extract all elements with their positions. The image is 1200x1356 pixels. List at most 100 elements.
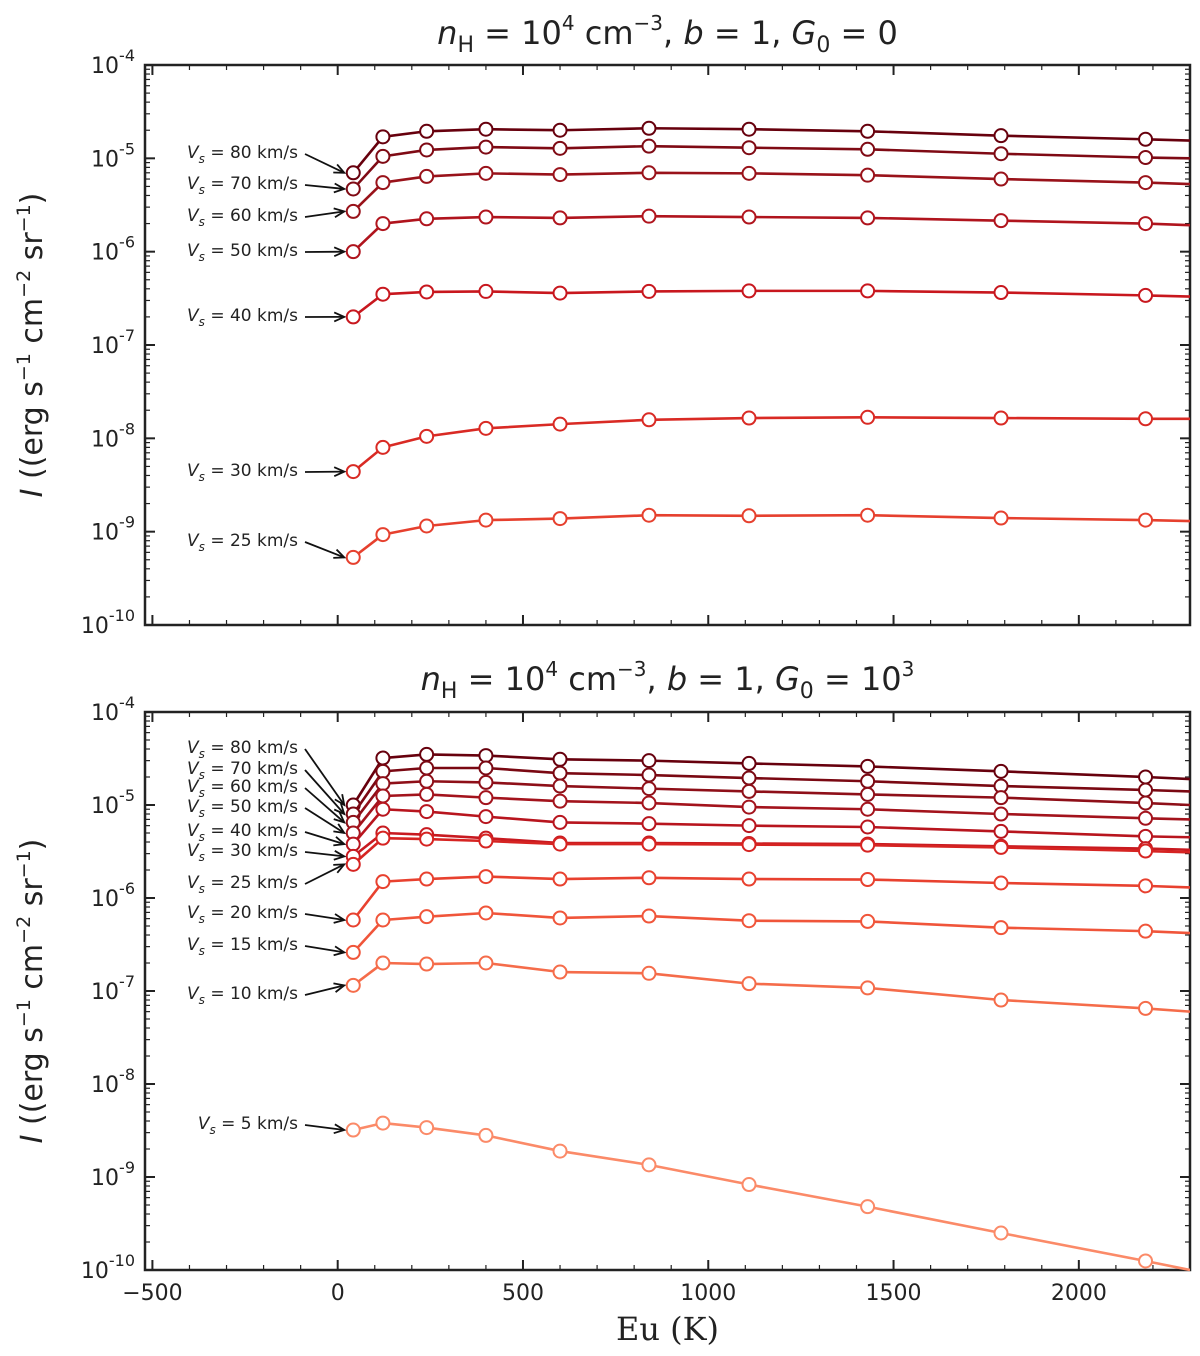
data-point [478,209,494,225]
annotation-arrow [304,210,345,218]
data-point [860,773,876,789]
data-point [552,814,568,830]
series-line [352,289,1190,318]
x-tick-label: 0 [331,1281,345,1306]
data-point [1138,810,1154,826]
data-point [641,507,657,523]
data-point [552,964,568,980]
data-point [993,285,1009,301]
data-point [552,416,568,432]
annotation-arrowhead [333,163,347,174]
x-tick-label: 1000 [680,1281,736,1306]
data-point [641,138,657,154]
y-axis-label: I ((erg s−1 cm−2 sr−1) [13,193,50,498]
data-point [552,751,568,767]
data-point [552,167,568,183]
annotation-arrow [304,863,345,885]
y-axis-label: I ((erg s−1 cm−2 sr−1) [13,839,50,1144]
data-point [345,244,361,260]
data-point [993,790,1009,806]
data-point [641,836,657,852]
data-point [641,753,657,769]
data-point [741,783,757,799]
data-point [478,165,494,181]
data-point [375,788,391,804]
data-point [1138,923,1154,939]
x-tick-label: 500 [502,1281,544,1306]
data-point [1138,175,1154,191]
data-point [419,123,435,139]
y-tick-label: 10-6 [91,233,135,266]
data-point [375,148,391,164]
data-point [993,510,1009,526]
data-point [641,908,657,924]
data-point [478,420,494,436]
data-point [860,801,876,817]
data-point [375,439,391,455]
data-point [552,765,568,781]
data-point [1138,782,1154,798]
data-point [345,1122,361,1138]
data-point [345,165,361,181]
series-annotation: Vs = 25 km/s [187,531,298,554]
data-point [552,836,568,852]
series-annotation: Vs = 40 km/s [187,821,298,844]
data-point [552,910,568,926]
series-annotation: Vs = 20 km/s [187,903,298,926]
data-point [741,770,757,786]
data-point [478,774,494,790]
data-point [860,872,876,888]
data-point [375,763,391,779]
annotation-arrowhead [333,311,347,323]
data-point [478,121,494,137]
series-line [352,144,1190,190]
data-point [552,285,568,301]
annotation-arrowhead [333,913,347,924]
y-tick-label: 10-8 [91,419,135,452]
data-point [641,120,657,136]
series-annotation: Vs = 60 km/s [187,206,298,229]
data-point [641,165,657,181]
data-point [419,909,435,925]
annotation-arrow [304,541,345,559]
annotation-arrow [304,851,345,858]
data-point [478,139,494,155]
data-point [641,781,657,797]
annotation-arrowhead [333,182,347,194]
series-annotation: Vs = 70 km/s [187,759,298,782]
annotation-arrowhead [333,836,347,847]
data-point [419,428,435,444]
data-point [419,142,435,158]
data-point [741,121,757,137]
y-tick-label: 10-10 [81,606,135,639]
data-point [993,992,1009,1008]
data-point [552,793,568,809]
series-annotation: Vs = 30 km/s [187,841,298,864]
data-point [993,920,1009,936]
data-point [552,1143,568,1159]
series-annotation: Vs = 50 km/s [187,241,298,264]
data-point [641,965,657,981]
annotation-arrow [304,945,345,954]
data-point [641,1157,657,1173]
data-point [860,141,876,157]
series-line [352,171,1190,213]
y-tick-label: 10-5 [91,139,135,172]
data-point [641,870,657,886]
data-point [641,283,657,299]
data-point [375,129,391,145]
data-point [375,1115,391,1131]
data-point [741,508,757,524]
series-annotation: Vs = 60 km/s [187,777,298,800]
data-point [1138,512,1154,528]
data-point [860,758,876,774]
data-point [419,211,435,227]
data-point [993,213,1009,229]
data-point [419,168,435,184]
annotation-arrow [304,984,345,996]
data-point [552,122,568,138]
data-point [419,1120,435,1136]
data-point [1138,795,1154,811]
data-point [419,871,435,887]
data-point [345,464,361,480]
